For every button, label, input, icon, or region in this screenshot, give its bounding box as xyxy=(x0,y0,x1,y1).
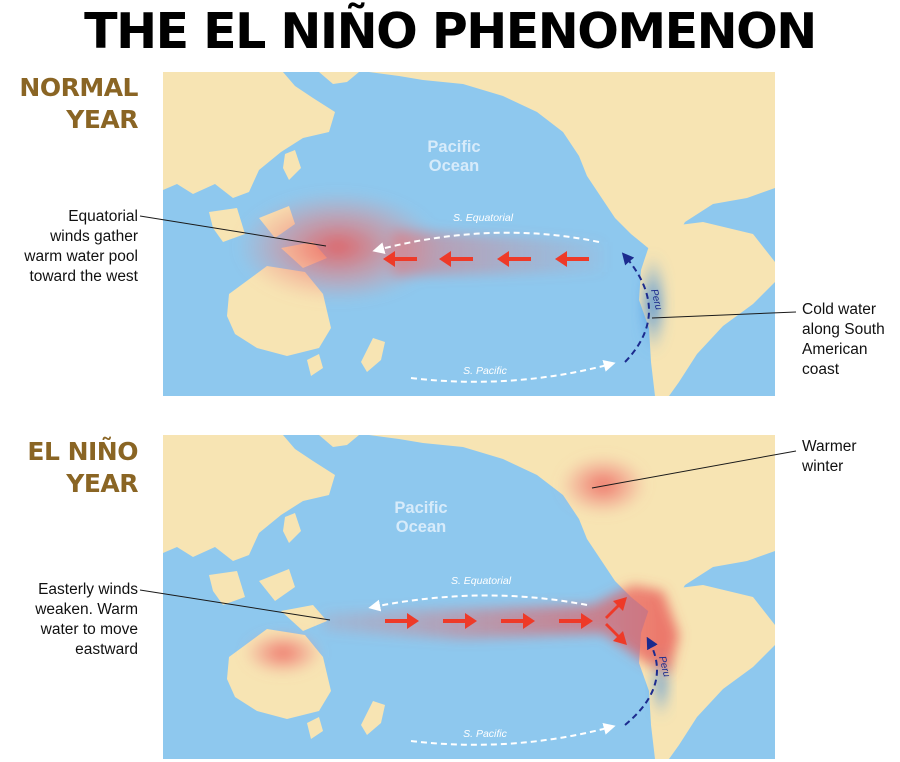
warm-water-spread xyxy=(243,455,679,675)
north-america xyxy=(369,72,775,252)
elnino-right-callout: Warmer winter xyxy=(802,437,900,477)
elnino-year-label-line1: EL NIÑO xyxy=(27,437,138,466)
elnino-year-map: Pacific Ocean S. Equatorial S. Pacific P… xyxy=(163,435,775,759)
pacific-ocean-label: Pacific xyxy=(394,499,447,517)
warm-water-band xyxy=(323,585,679,675)
japan xyxy=(283,513,301,543)
wind-arrows xyxy=(383,251,589,267)
callout-text: eastward xyxy=(75,641,138,658)
elnino-year-label: EL NIÑO YEAR xyxy=(0,436,138,500)
tasmania xyxy=(307,354,323,376)
arrow-left-icon xyxy=(555,251,589,267)
leader-line-normal-left xyxy=(139,215,327,247)
indonesia-west xyxy=(209,208,245,242)
callout-text: Easterly winds xyxy=(38,581,138,598)
south-pacific-label: S. Pacific xyxy=(463,728,508,740)
callout-text: Cold water xyxy=(802,301,877,318)
callout-text: toward the west xyxy=(29,268,138,285)
pacific-ocean-label: Pacific xyxy=(427,138,480,156)
page-title: THE EL NIÑO PHENOMENON xyxy=(84,3,817,60)
tasmania xyxy=(307,717,323,739)
cold-water-coast xyxy=(651,651,671,719)
pacific-ocean-label: Ocean xyxy=(429,157,479,175)
normal-year-map: Pacific Ocean S. Equatorial S. Pacific P… xyxy=(163,72,775,396)
callout-text: warm water pool xyxy=(24,248,138,265)
callout-text: Equatorial xyxy=(68,208,138,225)
south-pacific-current-arrow xyxy=(410,360,616,383)
kamchatka xyxy=(319,72,359,84)
elnino-left-callout: Easterly winds weaken. Warm water to mov… xyxy=(10,580,138,660)
leader-line-normal-right xyxy=(651,311,797,319)
south-pacific-label: S. Pacific xyxy=(463,365,508,377)
arrow-up-right-icon xyxy=(605,597,627,619)
elnino-year-label-line2: YEAR xyxy=(66,469,138,498)
peru-current-arrow xyxy=(624,636,658,726)
new-guinea xyxy=(281,605,327,631)
callout-text: Warmer xyxy=(802,438,857,455)
indonesia-west xyxy=(209,571,245,605)
wind-arrows xyxy=(385,613,593,629)
arrow-right-icon xyxy=(501,613,535,629)
callout-text: coast xyxy=(802,361,840,378)
south-equatorial-current-arrow xyxy=(368,594,588,612)
arrow-down-right-icon xyxy=(605,623,627,645)
warm-water-pool xyxy=(236,191,603,303)
normal-left-callout: Equatorial winds gather warm water pool … xyxy=(20,207,138,287)
japan xyxy=(283,150,301,180)
south-america xyxy=(639,222,775,396)
cold-water-coast xyxy=(639,254,667,354)
callout-text: winter xyxy=(802,458,844,475)
callout-text: water to move xyxy=(40,621,138,638)
warm-north-america xyxy=(559,455,647,515)
peru-current-arrow xyxy=(621,252,650,363)
wind-arrows-diverging xyxy=(605,597,627,645)
callout-text: along South xyxy=(802,321,885,338)
north-america xyxy=(369,435,775,615)
peru-current-label: Peru xyxy=(648,288,664,312)
new-zealand xyxy=(361,338,385,372)
peru-current-label: Peru xyxy=(656,655,672,679)
arrow-right-icon xyxy=(385,613,419,629)
philippines-borneo xyxy=(259,569,295,601)
arrow-right-icon xyxy=(443,613,477,629)
leader-line-elnino-right xyxy=(591,450,797,489)
normal-year-label-line2: YEAR xyxy=(66,105,138,134)
asia-landmass xyxy=(163,72,335,198)
normal-year-label-line1: NORMAL xyxy=(19,73,138,102)
arrow-right-icon xyxy=(559,613,593,629)
arrow-left-icon xyxy=(383,251,417,267)
warm-australia xyxy=(243,631,323,675)
pacific-ocean-label: Ocean xyxy=(396,518,446,536)
arrow-left-icon xyxy=(439,251,473,267)
leader-line-elnino-left xyxy=(139,589,331,621)
south-equatorial-label: S. Equatorial xyxy=(451,575,512,587)
normal-year-label: NORMAL YEAR xyxy=(0,72,138,136)
callout-text: winds gather xyxy=(50,228,138,245)
normal-right-callout: Cold water along South American coast xyxy=(802,300,900,380)
south-equatorial-current-arrow xyxy=(372,231,600,255)
callout-text: weaken. Warm xyxy=(35,601,138,618)
south-equatorial-label: S. Equatorial xyxy=(453,212,514,224)
arrow-left-icon xyxy=(497,251,531,267)
south-pacific-current-arrow xyxy=(410,723,616,746)
kamchatka xyxy=(319,435,359,447)
asia-landmass xyxy=(163,435,335,561)
land-masses xyxy=(163,72,775,396)
callout-text: American xyxy=(802,341,868,358)
new-zealand xyxy=(361,701,385,735)
